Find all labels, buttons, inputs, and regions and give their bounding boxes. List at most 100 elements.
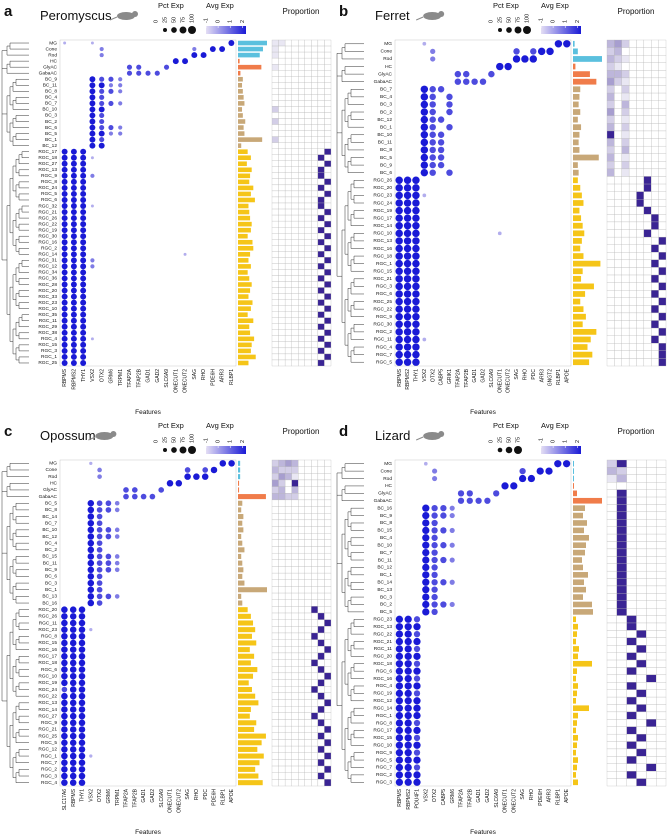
proportion-bar: [238, 70, 241, 76]
heat-cell: [271, 172, 279, 180]
heat-cell: [298, 82, 305, 89]
proportion-bar: [238, 494, 266, 500]
row-label: RGC_22: [373, 631, 392, 637]
dot: [463, 78, 470, 85]
proportion-bar: [238, 560, 243, 566]
dot: [404, 711, 412, 720]
dot: [404, 778, 412, 786]
heat-cell: [658, 153, 667, 162]
heat-cell: [284, 347, 292, 355]
dot: [80, 148, 87, 155]
heat-cell: [311, 226, 319, 234]
heat-cell: [643, 267, 652, 276]
heat-cell: [298, 745, 305, 753]
dot: [202, 467, 209, 473]
dot: [429, 139, 436, 146]
heat-cell: [636, 320, 645, 329]
dot: [420, 123, 429, 131]
dot: [513, 48, 520, 55]
dot: [429, 169, 436, 176]
heat-cell: [278, 335, 286, 343]
heat-cell: [606, 533, 617, 542]
proportion-bar: [573, 779, 578, 786]
dot: [78, 626, 86, 633]
heat-cell: [278, 752, 286, 760]
heat-cell: [636, 70, 645, 79]
heat-cell: [614, 77, 622, 86]
heat-cell: [643, 206, 652, 215]
heat-cell: [616, 570, 627, 579]
heat-cell: [324, 659, 332, 667]
row-label: BC_8: [380, 520, 392, 526]
size-legend-label: 0: [489, 20, 495, 23]
dot-frame: [394, 39, 572, 367]
heat-cell: [317, 712, 325, 720]
heat-cell: [606, 176, 615, 185]
heat-cell: [271, 190, 279, 198]
heat-cell: [278, 293, 286, 300]
heat-cell: [628, 153, 637, 162]
heat-cell: [658, 161, 667, 170]
heat-cell: [651, 350, 659, 359]
dot: [413, 778, 421, 786]
heat-cell: [311, 124, 319, 131]
heat-cell: [317, 287, 325, 294]
dot: [519, 467, 526, 475]
heat-cell: [278, 486, 286, 494]
heat-cell: [628, 100, 637, 109]
heat-cell: [291, 323, 299, 330]
heat-cell: [643, 100, 652, 109]
heat-cell: [271, 499, 279, 507]
size-legend-label: 50: [172, 17, 178, 23]
dot: [437, 154, 445, 161]
heat-cell: [291, 486, 299, 494]
row-label: Rod: [48, 52, 57, 58]
heat-cell: [324, 759, 332, 767]
dot: [70, 299, 77, 306]
dot: [395, 711, 404, 720]
heat-cell: [621, 176, 630, 185]
heat-cell: [298, 606, 305, 614]
heat-cell: [304, 699, 312, 707]
row-label: RGC_21: [373, 276, 392, 282]
dot: [105, 527, 112, 533]
heat-cell: [311, 513, 319, 521]
heat-cell: [311, 745, 319, 753]
heat-cell: [646, 533, 657, 542]
heat-cell: [621, 138, 630, 147]
dot: [80, 221, 87, 228]
heat-cell: [271, 632, 279, 640]
dot: [61, 746, 68, 753]
dot: [69, 779, 77, 786]
heat-cell: [311, 299, 319, 306]
heat-cell: [298, 39, 305, 47]
row-label: RGC_26: [38, 215, 57, 221]
gene-label: TFAP2A: [459, 788, 465, 807]
heat-cell: [298, 130, 305, 137]
heat-cell: [278, 646, 286, 654]
dot: [70, 172, 77, 179]
dot: [70, 269, 77, 276]
dot: [403, 237, 412, 245]
proportion-bar: [238, 733, 266, 739]
proportion-bar: [238, 474, 241, 480]
dot: [118, 101, 123, 106]
dot: [126, 70, 133, 76]
dot: [89, 124, 96, 131]
row-label: RGC_5: [376, 757, 392, 763]
heat-cell: [324, 586, 332, 594]
row-label: BC_6: [45, 125, 57, 131]
heat-cell: [304, 546, 312, 554]
heat-cell: [643, 161, 652, 170]
color-legend-label: 0: [551, 20, 557, 23]
dot: [446, 108, 453, 116]
proportion-bar: [573, 40, 575, 47]
heat-cell: [304, 341, 312, 349]
heat-cell: [317, 226, 325, 234]
heat-cell: [311, 196, 319, 204]
heat-cell: [304, 196, 312, 204]
heat-cell: [658, 85, 667, 94]
heat-cell: [658, 274, 667, 283]
heat-cell: [284, 652, 292, 660]
gene-label: OTX2: [97, 789, 103, 802]
